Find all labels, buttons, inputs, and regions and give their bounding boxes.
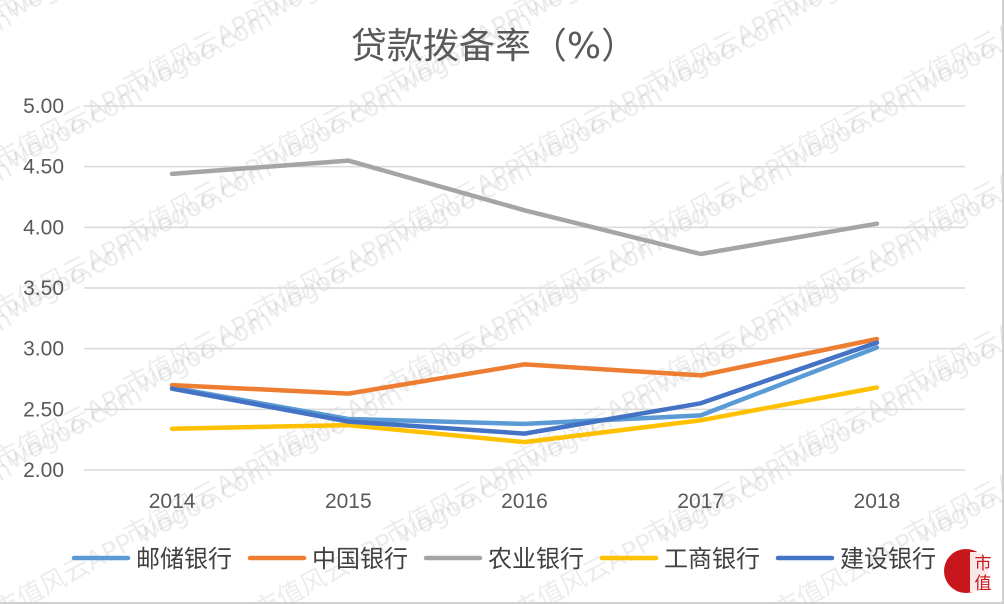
legend-item: 邮储银行 <box>71 545 232 573</box>
y-tick-label: 2.00 <box>23 459 64 482</box>
series-line-5 <box>169 340 880 436</box>
y-axis-ticks: 5.00 4.50 4.00 3.50 3.00 2.50 2.00 <box>23 95 64 482</box>
logo-label-bg <box>970 552 996 592</box>
legend-item: 农业银行 <box>423 545 584 573</box>
legend-item: 工商银行 <box>599 545 760 573</box>
legend-label: 工商银行 <box>664 545 760 573</box>
legend-label: 建设银行 <box>840 545 936 573</box>
series-line-3 <box>169 158 880 257</box>
legend: 邮储银行 中国银行 农业银行 工商银行 建设银行 <box>71 545 936 573</box>
x-tick-label: 2014 <box>149 490 196 513</box>
y-tick-label: 4.00 <box>23 216 64 239</box>
x-axis-ticks: 2014 2015 2016 2017 2018 <box>149 490 901 513</box>
brand-logo: 市值 <box>944 549 996 594</box>
logo-char: 市 <box>975 554 992 574</box>
logo-char: 值 <box>975 574 992 594</box>
x-tick-label: 2016 <box>501 490 548 513</box>
x-tick-label: 2017 <box>677 490 724 513</box>
series-lines <box>169 158 880 445</box>
legend-item: 建设银行 <box>775 545 936 573</box>
watermark-text: 市值风云APP wogoo.com <box>509 454 797 602</box>
y-tick-label: 5.00 <box>23 95 64 118</box>
watermark-text: 市值风云APP wogoo.com <box>249 454 537 602</box>
series-line-2 <box>169 336 880 396</box>
y-tick-label: 3.50 <box>23 277 64 300</box>
chart-title: 贷款拨备率（%） <box>351 26 637 67</box>
legend-label: 农业银行 <box>488 545 584 573</box>
y-tick-label: 2.50 <box>23 398 64 421</box>
x-tick-label: 2015 <box>325 490 372 513</box>
watermark-text: 市值风云APP wogoo.com <box>0 454 17 602</box>
series-line-4 <box>169 385 880 445</box>
y-tick-label: 3.00 <box>23 338 64 361</box>
x-tick-label: 2018 <box>854 490 901 513</box>
legend-label: 邮储银行 <box>136 545 232 573</box>
legend-label: 中国银行 <box>312 545 408 573</box>
gridlines <box>84 105 965 471</box>
y-tick-label: 4.50 <box>23 156 64 179</box>
legend-item: 中国银行 <box>247 545 408 573</box>
